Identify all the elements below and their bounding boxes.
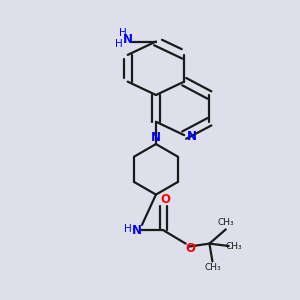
Text: N: N [123, 33, 133, 46]
Text: N: N [132, 224, 142, 237]
Text: N: N [187, 130, 196, 143]
Text: H: H [115, 40, 123, 50]
Text: O: O [185, 242, 195, 256]
Text: N: N [151, 131, 161, 144]
Text: H: H [119, 28, 127, 38]
Text: CH₃: CH₃ [226, 242, 242, 250]
Text: CH₃: CH₃ [218, 218, 234, 227]
Text: CH₃: CH₃ [204, 263, 221, 272]
Text: H: H [124, 224, 132, 234]
Text: O: O [161, 194, 171, 206]
